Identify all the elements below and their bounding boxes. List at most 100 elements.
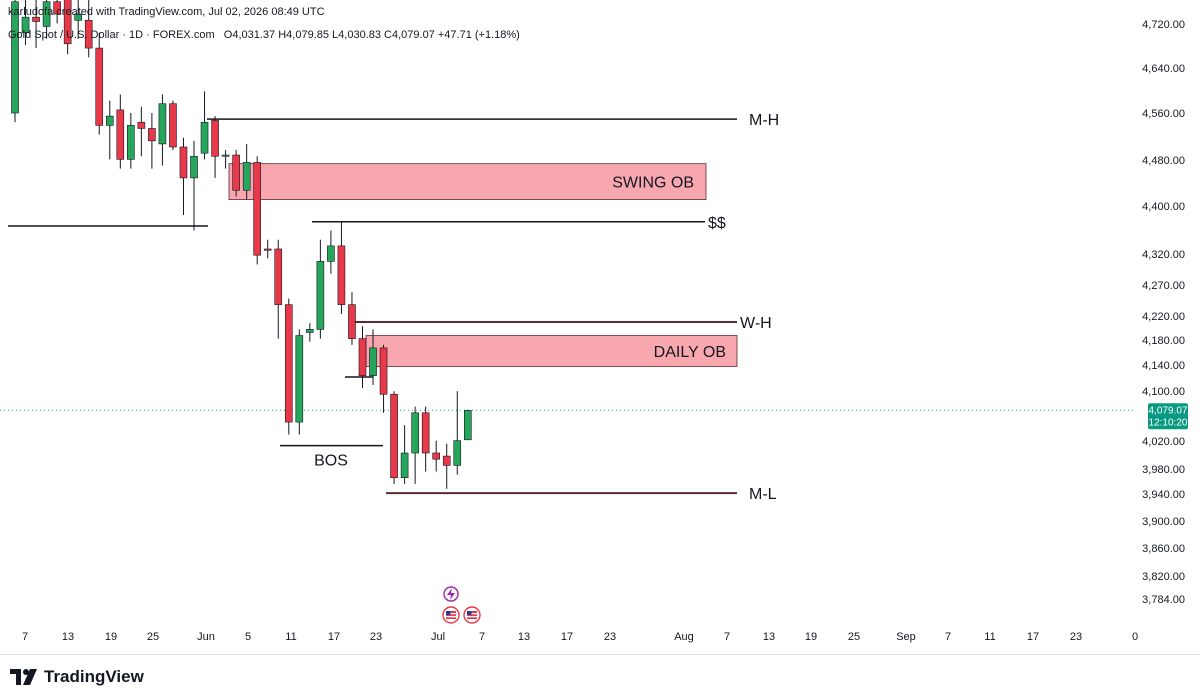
flag-stripes — [446, 611, 456, 619]
x-tick-label: 23 — [1070, 631, 1082, 643]
wh-label: W-H — [740, 315, 772, 332]
candle — [358, 326, 367, 389]
x-tick-label: 7 — [22, 631, 28, 643]
candle — [411, 406, 419, 484]
x-tick-label: 13 — [62, 631, 74, 643]
flag-stripes — [467, 611, 477, 619]
x-tick-label: 25 — [147, 631, 159, 643]
candle — [74, 0, 82, 39]
flag-stripe-white — [446, 613, 456, 615]
candles — [11, 0, 472, 489]
candle — [242, 143, 251, 200]
x-tick-label: 25 — [848, 631, 860, 643]
candle — [348, 292, 356, 345]
x-tick-label: 19 — [805, 631, 817, 643]
candle-body — [116, 109, 125, 160]
candle-body — [42, 1, 51, 27]
candle-body — [263, 248, 272, 251]
y-tick-label: 4,100.00 — [1142, 386, 1185, 398]
x-tick-label: 7 — [479, 631, 485, 643]
y-tick-label: 3,900.00 — [1142, 516, 1185, 528]
daily-ob-label: DAILY OB — [654, 344, 726, 361]
candle-body — [84, 19, 93, 49]
candle — [369, 329, 377, 385]
y-tick-label: 3,784.00 — [1142, 594, 1185, 606]
candle-body — [284, 304, 293, 423]
candle — [53, 0, 61, 24]
candle-body — [358, 338, 367, 377]
y-tick-label: 4,400.00 — [1142, 201, 1185, 213]
ml-label: M-L — [749, 486, 777, 503]
candle — [274, 239, 283, 339]
candle — [169, 100, 177, 151]
x-tick-label: 17 — [561, 631, 573, 643]
candle — [116, 94, 125, 169]
x-tick-label: Jun — [197, 631, 215, 643]
candle — [306, 323, 314, 342]
x-tick-label: Jul — [431, 631, 445, 643]
candle-body — [63, 0, 72, 45]
y-tick-label: 4,020.00 — [1142, 436, 1185, 448]
candle-body — [95, 47, 104, 126]
x-tick-label: 23 — [604, 631, 616, 643]
candle — [148, 113, 156, 169]
candle — [400, 425, 409, 484]
y-tick-label: 4,270.00 — [1142, 280, 1185, 292]
candle — [284, 298, 293, 435]
candle — [32, 0, 40, 49]
x-tick-label: 11 — [984, 631, 995, 643]
candle-body — [400, 452, 409, 479]
candle-body — [200, 121, 209, 154]
y-tick-label: 4,640.00 — [1142, 63, 1185, 75]
symbol-name: Gold Spot / U.S. Dollar · 1D · FOREX.com — [8, 29, 215, 41]
candle — [95, 32, 104, 135]
y-tick-label: 3,820.00 — [1142, 571, 1185, 583]
candle — [21, 0, 30, 45]
candle-body — [211, 120, 219, 157]
candle — [379, 344, 388, 413]
x-tick-label: 7 — [945, 631, 951, 643]
footer: TradingView — [0, 654, 1200, 699]
candle-body — [453, 440, 462, 466]
flag-canton — [446, 611, 451, 615]
candle — [295, 329, 304, 435]
x-tick-label: 13 — [518, 631, 530, 643]
candle-body — [127, 125, 135, 160]
us-flag-event-icon — [463, 606, 481, 624]
y-tick-label: 4,480.00 — [1142, 155, 1185, 167]
y-axis: 4,720.00 4,640.00 4,560.00 4,480.00 4,400.00… — [1142, 19, 1185, 606]
candle — [211, 116, 219, 178]
tradingview-logo[interactable]: TradingView — [10, 667, 144, 687]
x-tick-label: 17 — [1027, 631, 1039, 643]
y-tick-label: 3,860.00 — [1142, 543, 1185, 555]
candle-body — [105, 115, 114, 126]
candle-body — [169, 103, 177, 148]
candle-body — [32, 16, 40, 22]
x-tick-label: 0 — [1132, 631, 1138, 643]
candle-body — [137, 121, 146, 129]
candle-body — [306, 329, 314, 333]
candle — [432, 440, 441, 472]
y-tick-label: 4,180.00 — [1142, 335, 1185, 347]
candle-body — [232, 154, 240, 191]
candle-body — [295, 335, 304, 423]
candle — [463, 409, 472, 441]
y-tick-label: 3,940.00 — [1142, 489, 1185, 501]
candle — [421, 406, 430, 472]
x-tick-label: 17 — [328, 631, 340, 643]
us-flag-event-icon — [442, 606, 460, 624]
swing-ob-label: SWING OB — [612, 175, 694, 192]
lightning-event-icon — [443, 586, 459, 602]
y-tick-label: 4,140.00 — [1142, 360, 1185, 372]
candle-body — [74, 13, 82, 21]
candle — [453, 391, 462, 475]
candle — [327, 230, 335, 274]
price-label-value: 4,079.07 — [1149, 405, 1188, 416]
y-tick-label: 4,320.00 — [1142, 249, 1185, 261]
candle — [390, 391, 398, 484]
x-tick-label: Sep — [896, 631, 916, 643]
candle — [221, 150, 230, 169]
candle — [190, 140, 198, 231]
